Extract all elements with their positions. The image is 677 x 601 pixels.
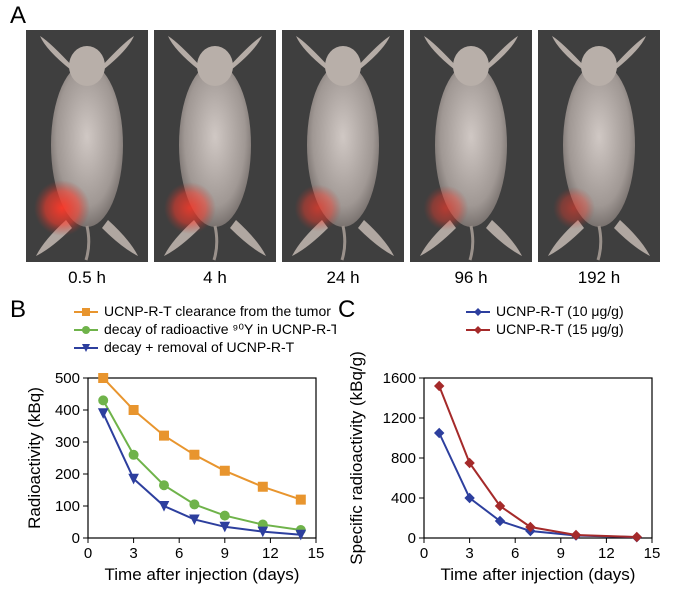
svg-text:6: 6 bbox=[511, 545, 519, 562]
svg-text:200: 200 bbox=[55, 466, 80, 483]
time-label-3: 96 h bbox=[410, 268, 532, 288]
svg-text:0: 0 bbox=[420, 545, 428, 562]
svg-text:300: 300 bbox=[55, 434, 80, 451]
panel-a-images: 0.5 h bbox=[26, 30, 660, 262]
svg-text:9: 9 bbox=[221, 545, 229, 562]
svg-text:Time after injection (days): Time after injection (days) bbox=[441, 565, 636, 584]
svg-text:0: 0 bbox=[84, 545, 92, 562]
svg-text:decay + removal of UCNP-R-T: decay + removal of UCNP-R-T bbox=[104, 339, 295, 355]
svg-text:15: 15 bbox=[644, 545, 661, 562]
time-label-4: 192 h bbox=[538, 268, 660, 288]
svg-text:0: 0 bbox=[72, 530, 80, 547]
chart-c: 0 3 6 9 12 15 0 400 800 1200 1600 Time after inject… bbox=[348, 300, 668, 590]
time-label-2: 24 h bbox=[282, 268, 404, 288]
mouse-image-1 bbox=[154, 30, 276, 262]
panel-a-label: A bbox=[10, 2, 26, 30]
svg-text:9: 9 bbox=[557, 545, 565, 562]
mouse-image-0 bbox=[26, 30, 148, 262]
mouse-image-4 bbox=[538, 30, 660, 262]
svg-text:15: 15 bbox=[308, 545, 325, 562]
time-label-1: 4 h bbox=[154, 268, 276, 288]
svg-text:100: 100 bbox=[55, 498, 80, 515]
svg-text:1200: 1200 bbox=[383, 410, 416, 427]
svg-text:3: 3 bbox=[129, 545, 137, 562]
svg-text:500: 500 bbox=[55, 370, 80, 387]
svg-text:3: 3 bbox=[465, 545, 473, 562]
svg-text:Specific radioactivity (kBq/g): Specific radioactivity (kBq/g) bbox=[348, 351, 366, 565]
mouse-image-2 bbox=[282, 30, 404, 262]
svg-text:6: 6 bbox=[175, 545, 183, 562]
svg-text:0: 0 bbox=[408, 530, 416, 547]
svg-text:decay of radioactive ⁹⁰Y in UC: decay of radioactive ⁹⁰Y in UCNP-R-T bbox=[104, 321, 336, 337]
svg-text:1600: 1600 bbox=[383, 370, 416, 387]
panel-b-label: B bbox=[10, 296, 26, 324]
svg-text:800: 800 bbox=[391, 450, 416, 467]
svg-text:Time after injection (days): Time after injection (days) bbox=[105, 565, 300, 584]
svg-text:UCNP-R-T clearance from the tu: UCNP-R-T clearance from the tumor bbox=[104, 303, 331, 319]
svg-text:UCNP-R-T (10 μg/g): UCNP-R-T (10 μg/g) bbox=[496, 303, 624, 319]
svg-text:400: 400 bbox=[55, 402, 80, 419]
time-label-0: 0.5 h bbox=[26, 268, 148, 288]
chart-b: 0 3 6 9 12 15 0 100 200 300 400 500 Time after injec… bbox=[26, 300, 336, 590]
svg-text:12: 12 bbox=[598, 545, 615, 562]
svg-text:12: 12 bbox=[262, 545, 279, 562]
svg-text:UCNP-R-T (15 μg/g): UCNP-R-T (15 μg/g) bbox=[496, 321, 624, 337]
svg-text:Radioactivity (kBq): Radioactivity (kBq) bbox=[26, 387, 44, 529]
mouse-image-3 bbox=[410, 30, 532, 262]
svg-text:400: 400 bbox=[391, 490, 416, 507]
